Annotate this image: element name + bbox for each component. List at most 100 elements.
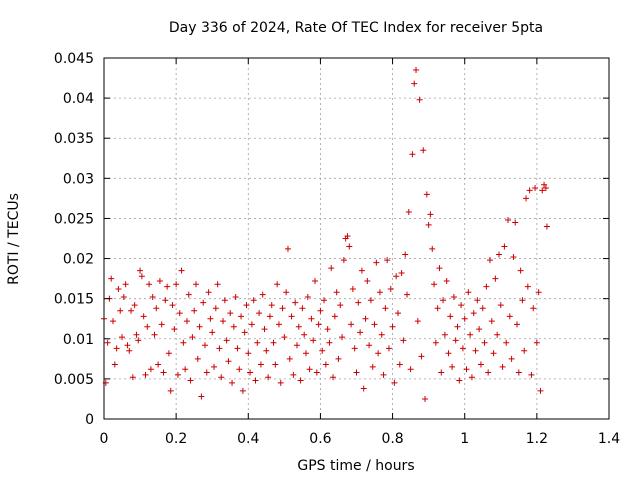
data-point — [211, 363, 218, 370]
data-point — [443, 278, 450, 285]
data-point — [180, 339, 187, 346]
data-point — [524, 283, 531, 290]
y-tick-label: 0.025 — [54, 211, 94, 227]
data-point — [373, 259, 380, 266]
data-point — [501, 243, 508, 250]
x-tick-label: 0.4 — [237, 431, 259, 447]
data-point — [526, 187, 533, 194]
data-point — [137, 267, 144, 274]
data-point — [431, 281, 438, 288]
data-point — [438, 369, 445, 376]
data-point — [182, 366, 189, 373]
data-point — [113, 345, 120, 352]
data-point — [252, 377, 259, 384]
data-point — [423, 191, 430, 198]
data-point — [326, 339, 333, 346]
data-point — [310, 337, 317, 344]
data-point — [355, 299, 362, 306]
data-point — [425, 221, 432, 228]
data-point — [223, 337, 230, 344]
data-point — [519, 297, 526, 304]
x-tick-label: 1.2 — [526, 431, 548, 447]
data-point — [149, 294, 156, 301]
data-point — [119, 334, 126, 341]
data-point — [337, 302, 344, 309]
data-point — [176, 310, 183, 317]
data-point — [221, 297, 228, 304]
data-point — [261, 326, 268, 333]
data-point — [122, 281, 129, 288]
data-point — [385, 345, 392, 352]
data-point — [247, 369, 254, 376]
data-point — [539, 187, 546, 194]
data-point — [483, 283, 490, 290]
data-point — [192, 281, 199, 288]
data-point — [409, 151, 416, 158]
data-point — [259, 291, 266, 298]
x-axis-label: GPS time / hours — [297, 458, 414, 474]
data-point — [497, 302, 504, 309]
data-point — [485, 369, 492, 376]
data-point — [169, 302, 176, 309]
data-point — [447, 313, 454, 320]
data-point — [414, 318, 421, 325]
data-point — [303, 350, 309, 357]
data-point — [461, 315, 468, 322]
data-point — [463, 366, 470, 373]
data-point — [312, 278, 319, 285]
data-point — [274, 281, 281, 288]
data-point — [494, 331, 501, 338]
data-point — [142, 371, 149, 378]
data-point — [165, 350, 172, 357]
data-point — [248, 321, 255, 328]
data-point — [299, 305, 306, 312]
data-point — [541, 181, 548, 188]
data-point — [171, 326, 178, 333]
data-point — [243, 302, 250, 309]
data-point — [203, 369, 210, 376]
data-point — [286, 355, 293, 362]
data-point — [270, 339, 277, 346]
data-point — [477, 361, 484, 368]
data-point — [452, 337, 459, 344]
data-point — [486, 257, 493, 264]
x-tick-label: 1.4 — [598, 431, 620, 447]
data-point — [297, 377, 304, 384]
data-point — [344, 233, 351, 240]
data-point — [420, 147, 427, 154]
chart-title: Day 336 of 2024, Rate Of TEC Index for r… — [169, 20, 543, 36]
data-point — [317, 307, 324, 314]
data-point — [151, 331, 158, 338]
data-point — [295, 323, 302, 330]
data-point — [126, 347, 133, 354]
plot-frame — [103, 57, 610, 420]
data-point — [140, 313, 147, 320]
data-point — [389, 323, 396, 330]
data-point — [160, 369, 167, 376]
data-point — [194, 355, 201, 362]
data-point — [191, 307, 198, 314]
data-point — [456, 377, 463, 384]
data-point — [407, 366, 414, 373]
data-point — [115, 286, 122, 293]
data-point — [315, 321, 322, 328]
data-point — [521, 347, 528, 354]
data-point — [304, 294, 311, 301]
data-point — [514, 321, 521, 328]
data-point — [362, 315, 369, 322]
data-point — [394, 310, 401, 317]
data-point — [164, 283, 171, 290]
data-point — [353, 369, 360, 376]
data-point — [384, 257, 391, 264]
data-point — [178, 267, 185, 274]
data-points — [101, 67, 550, 402]
data-point — [366, 342, 373, 349]
data-point — [533, 339, 540, 346]
y-tick-label: 0.045 — [54, 51, 94, 67]
data-point — [263, 347, 270, 354]
axis-ticks: 0 0.005 0.01 0.015 0.02 0.025 0.03 0.035 0.04 0.0… — [54, 51, 620, 447]
data-point — [293, 342, 300, 349]
data-point — [396, 361, 403, 368]
data-point — [189, 334, 196, 341]
data-point — [108, 275, 115, 282]
